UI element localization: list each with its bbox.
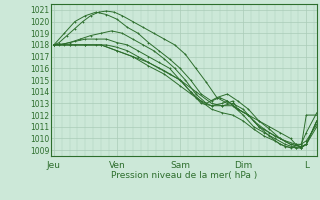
X-axis label: Pression niveau de la mer( hPa ): Pression niveau de la mer( hPa ) bbox=[111, 171, 257, 180]
